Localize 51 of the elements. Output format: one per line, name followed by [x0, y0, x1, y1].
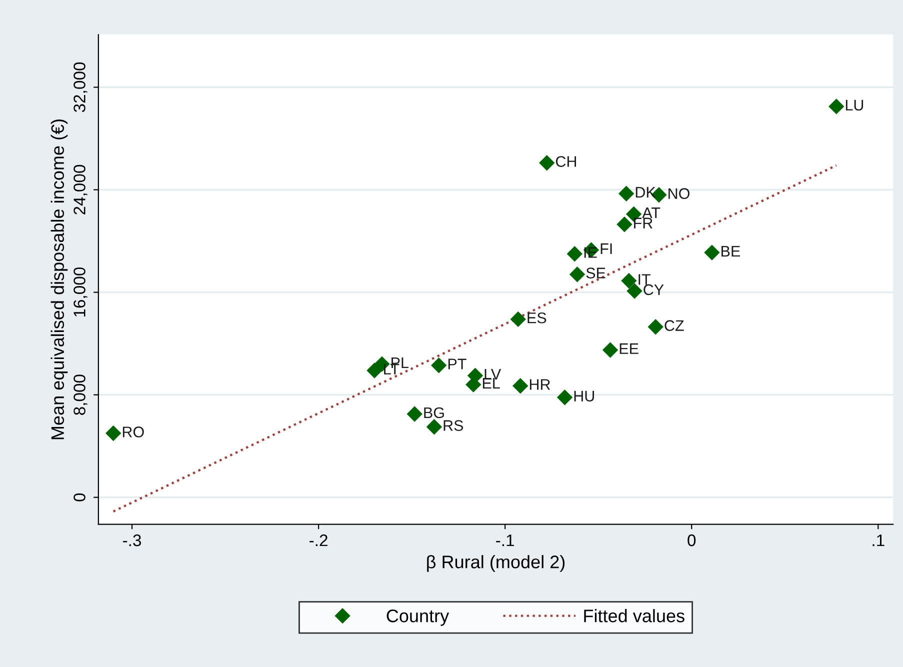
- legend-label: Country: [386, 610, 450, 626]
- data-label: BE: [722, 246, 740, 257]
- data-label: CY: [644, 284, 664, 296]
- data-label: RO: [122, 426, 144, 438]
- point: [626, 283, 642, 299]
- y-tick-label: 24,000: [74, 164, 88, 214]
- point: [648, 319, 664, 335]
- x-tick-label: .1: [872, 534, 884, 546]
- data-label: CH: [556, 156, 576, 167]
- point: [602, 342, 618, 358]
- data-label: CZ: [664, 320, 684, 331]
- data-label: PT: [448, 358, 466, 370]
- point: [539, 154, 555, 171]
- data-label: LU: [846, 100, 864, 111]
- data-label: HR: [530, 379, 550, 390]
- data-label: EE: [620, 343, 638, 354]
- point: [704, 244, 720, 260]
- point: [426, 419, 442, 435]
- y-tick-label: 32,000: [74, 62, 88, 112]
- x-tick-label: -.1: [496, 534, 514, 546]
- data-label: FR: [634, 218, 652, 228]
- data-label: RS: [444, 420, 464, 431]
- x-tick-label: -.2: [310, 534, 328, 546]
- point: [621, 272, 637, 289]
- point: [105, 425, 122, 442]
- data-label: FI: [600, 243, 612, 254]
- point: [556, 390, 573, 406]
- data-label: SE: [586, 268, 606, 278]
- x-tick-label: 0: [688, 534, 696, 546]
- data-label: NO: [668, 188, 690, 199]
- data-label: IT: [638, 274, 650, 285]
- y-tick-label: 8,000: [74, 374, 88, 415]
- data-label: HU: [574, 390, 594, 402]
- x-axis-title: β Rural (model 2): [427, 555, 565, 572]
- point: [618, 186, 634, 202]
- point: [616, 216, 632, 232]
- point: [512, 378, 528, 394]
- data-label: ES: [528, 312, 546, 324]
- data-label: AT: [642, 208, 660, 218]
- point: [828, 98, 844, 114]
- point: [566, 246, 583, 262]
- y-axis-title: Mean equivalised disposable income (€): [50, 120, 68, 440]
- point: [430, 357, 447, 374]
- x-tick-label: -.3: [123, 534, 141, 546]
- legend-label: Fitted values: [584, 609, 684, 622]
- point: [406, 406, 422, 422]
- data-label: BG: [424, 407, 444, 418]
- point: [569, 266, 586, 282]
- point: [510, 311, 526, 328]
- y-tick-label: 0: [74, 493, 86, 502]
- y-tick-label: 16,000: [74, 267, 88, 317]
